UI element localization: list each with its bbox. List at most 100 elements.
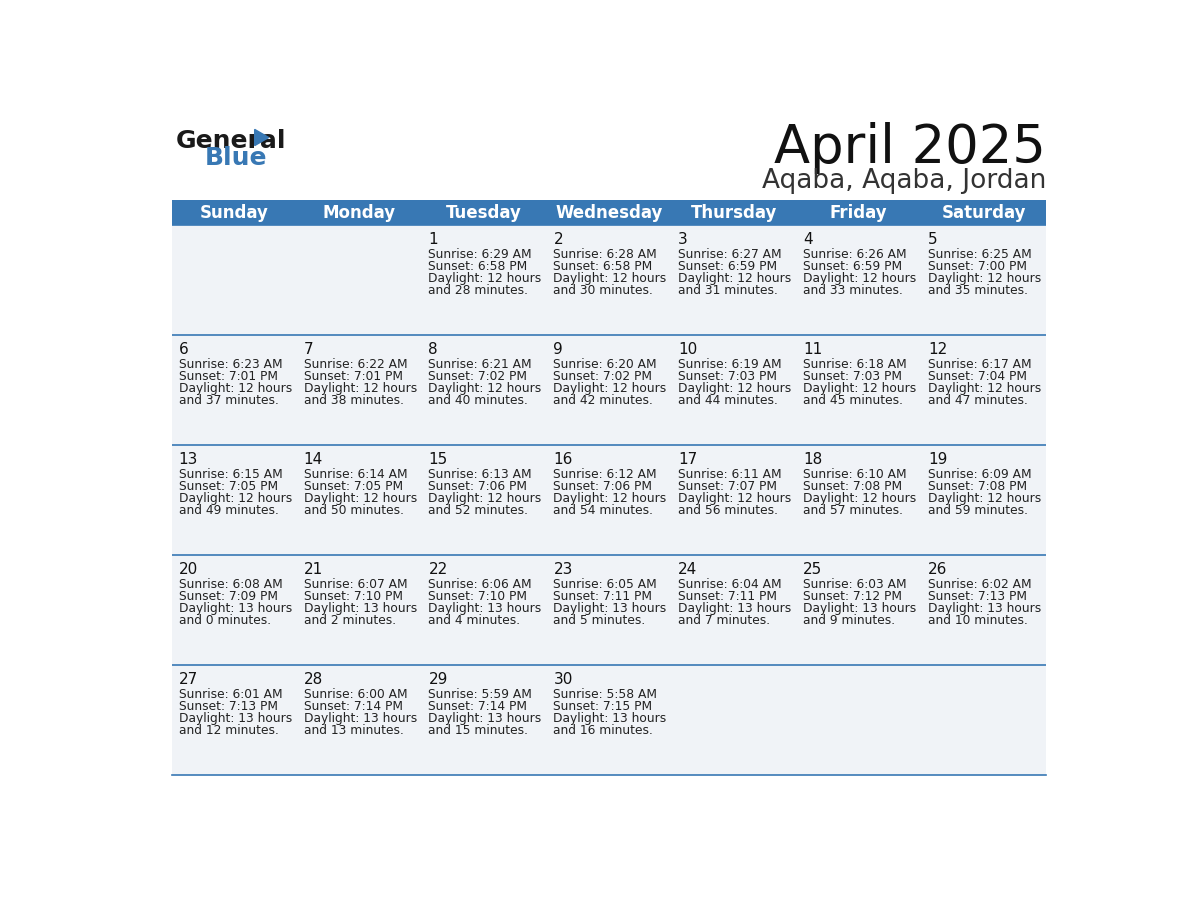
Text: and 4 minutes.: and 4 minutes. [429, 613, 520, 627]
Text: Sunset: 7:03 PM: Sunset: 7:03 PM [678, 370, 777, 383]
Text: Sunset: 7:02 PM: Sunset: 7:02 PM [429, 370, 527, 383]
Text: Sunset: 6:58 PM: Sunset: 6:58 PM [554, 260, 652, 273]
Text: Daylight: 12 hours: Daylight: 12 hours [678, 272, 791, 285]
Text: Sunrise: 6:22 AM: Sunrise: 6:22 AM [304, 358, 407, 371]
Text: and 50 minutes.: and 50 minutes. [304, 504, 404, 517]
Text: 27: 27 [178, 672, 198, 687]
Text: Aqaba, Aqaba, Jordan: Aqaba, Aqaba, Jordan [762, 168, 1045, 194]
Text: and 12 minutes.: and 12 minutes. [178, 723, 279, 736]
Text: Sunset: 7:11 PM: Sunset: 7:11 PM [554, 589, 652, 603]
Bar [172, 200, 1045, 225]
Text: Sunset: 7:02 PM: Sunset: 7:02 PM [554, 370, 652, 383]
Text: Daylight: 13 hours: Daylight: 13 hours [803, 601, 916, 615]
Text: Daylight: 13 hours: Daylight: 13 hours [178, 601, 292, 615]
Text: 19: 19 [928, 452, 947, 466]
Text: Sunset: 7:12 PM: Sunset: 7:12 PM [803, 589, 902, 603]
Text: Sunrise: 6:26 AM: Sunrise: 6:26 AM [803, 248, 906, 261]
Text: Daylight: 12 hours: Daylight: 12 hours [928, 382, 1042, 395]
Bar [172, 445, 1045, 554]
Text: Sunrise: 6:01 AM: Sunrise: 6:01 AM [178, 688, 283, 700]
Text: 29: 29 [429, 672, 448, 687]
Text: 14: 14 [304, 452, 323, 466]
Bar [172, 335, 1045, 445]
Text: 28: 28 [304, 672, 323, 687]
Text: and 5 minutes.: and 5 minutes. [554, 613, 645, 627]
Text: Daylight: 12 hours: Daylight: 12 hours [803, 382, 916, 395]
Text: 12: 12 [928, 341, 947, 357]
Text: Daylight: 13 hours: Daylight: 13 hours [429, 711, 542, 724]
Text: 8: 8 [429, 341, 438, 357]
Text: Sunset: 7:13 PM: Sunset: 7:13 PM [928, 589, 1028, 603]
Text: Sunrise: 6:17 AM: Sunrise: 6:17 AM [928, 358, 1031, 371]
Bar [172, 665, 1045, 775]
Text: Daylight: 13 hours: Daylight: 13 hours [178, 711, 292, 724]
Text: Daylight: 12 hours: Daylight: 12 hours [429, 272, 542, 285]
Text: and 59 minutes.: and 59 minutes. [928, 504, 1028, 517]
Text: Sunrise: 6:18 AM: Sunrise: 6:18 AM [803, 358, 906, 371]
Text: and 38 minutes.: and 38 minutes. [304, 394, 404, 407]
Text: and 2 minutes.: and 2 minutes. [304, 613, 396, 627]
Text: 21: 21 [304, 562, 323, 577]
Text: and 33 minutes.: and 33 minutes. [803, 284, 903, 297]
Text: Sunset: 7:06 PM: Sunset: 7:06 PM [429, 480, 527, 493]
Text: 11: 11 [803, 341, 822, 357]
Text: and 44 minutes.: and 44 minutes. [678, 394, 778, 407]
Text: 22: 22 [429, 562, 448, 577]
Text: Sunrise: 6:20 AM: Sunrise: 6:20 AM [554, 358, 657, 371]
Text: Sunrise: 6:11 AM: Sunrise: 6:11 AM [678, 468, 782, 481]
Text: Sunrise: 6:07 AM: Sunrise: 6:07 AM [304, 577, 407, 591]
Text: Daylight: 12 hours: Daylight: 12 hours [304, 492, 417, 505]
Text: Daylight: 12 hours: Daylight: 12 hours [554, 492, 666, 505]
Text: Friday: Friday [829, 204, 887, 221]
Text: Sunset: 7:08 PM: Sunset: 7:08 PM [803, 480, 902, 493]
Text: Sunrise: 6:27 AM: Sunrise: 6:27 AM [678, 248, 782, 261]
Text: Sunset: 6:59 PM: Sunset: 6:59 PM [678, 260, 777, 273]
Text: General: General [176, 129, 286, 153]
Text: Tuesday: Tuesday [446, 204, 522, 221]
Text: and 45 minutes.: and 45 minutes. [803, 394, 903, 407]
Text: Sunrise: 6:10 AM: Sunrise: 6:10 AM [803, 468, 906, 481]
Bar [172, 225, 1045, 335]
Text: 18: 18 [803, 452, 822, 466]
Text: Daylight: 13 hours: Daylight: 13 hours [304, 601, 417, 615]
Text: Sunset: 7:10 PM: Sunset: 7:10 PM [304, 589, 403, 603]
Text: 2: 2 [554, 232, 563, 247]
Text: and 56 minutes.: and 56 minutes. [678, 504, 778, 517]
Text: Sunrise: 6:29 AM: Sunrise: 6:29 AM [429, 248, 532, 261]
Polygon shape [254, 129, 268, 146]
Text: Daylight: 13 hours: Daylight: 13 hours [304, 711, 417, 724]
Text: Sunset: 6:59 PM: Sunset: 6:59 PM [803, 260, 902, 273]
Text: 1: 1 [429, 232, 438, 247]
Text: Sunset: 7:10 PM: Sunset: 7:10 PM [429, 589, 527, 603]
Text: and 10 minutes.: and 10 minutes. [928, 613, 1028, 627]
Text: Daylight: 12 hours: Daylight: 12 hours [429, 492, 542, 505]
Text: Sunrise: 5:59 AM: Sunrise: 5:59 AM [429, 688, 532, 700]
Text: Sunset: 7:15 PM: Sunset: 7:15 PM [554, 700, 652, 712]
Text: Sunrise: 6:28 AM: Sunrise: 6:28 AM [554, 248, 657, 261]
Text: Sunrise: 6:02 AM: Sunrise: 6:02 AM [928, 577, 1031, 591]
Text: Sunrise: 6:03 AM: Sunrise: 6:03 AM [803, 577, 906, 591]
Text: Daylight: 12 hours: Daylight: 12 hours [928, 272, 1042, 285]
Text: Daylight: 13 hours: Daylight: 13 hours [678, 601, 791, 615]
Text: 17: 17 [678, 452, 697, 466]
Text: Sunrise: 6:06 AM: Sunrise: 6:06 AM [429, 577, 532, 591]
Text: and 13 minutes.: and 13 minutes. [304, 723, 404, 736]
Text: Sunset: 7:13 PM: Sunset: 7:13 PM [178, 700, 278, 712]
Text: Daylight: 13 hours: Daylight: 13 hours [554, 601, 666, 615]
Text: and 57 minutes.: and 57 minutes. [803, 504, 903, 517]
Text: 7: 7 [304, 341, 314, 357]
Text: 20: 20 [178, 562, 198, 577]
Text: Sunset: 7:06 PM: Sunset: 7:06 PM [554, 480, 652, 493]
Text: Sunrise: 6:09 AM: Sunrise: 6:09 AM [928, 468, 1031, 481]
Text: Saturday: Saturday [941, 204, 1025, 221]
Text: Sunrise: 6:04 AM: Sunrise: 6:04 AM [678, 577, 782, 591]
Text: Sunset: 7:14 PM: Sunset: 7:14 PM [429, 700, 527, 712]
Text: Sunrise: 6:08 AM: Sunrise: 6:08 AM [178, 577, 283, 591]
Text: 3: 3 [678, 232, 688, 247]
Text: Sunset: 7:04 PM: Sunset: 7:04 PM [928, 370, 1028, 383]
Text: Sunrise: 5:58 AM: Sunrise: 5:58 AM [554, 688, 657, 700]
Text: and 52 minutes.: and 52 minutes. [429, 504, 529, 517]
Text: Sunset: 7:01 PM: Sunset: 7:01 PM [304, 370, 403, 383]
Text: 9: 9 [554, 341, 563, 357]
Text: Monday: Monday [322, 204, 396, 221]
